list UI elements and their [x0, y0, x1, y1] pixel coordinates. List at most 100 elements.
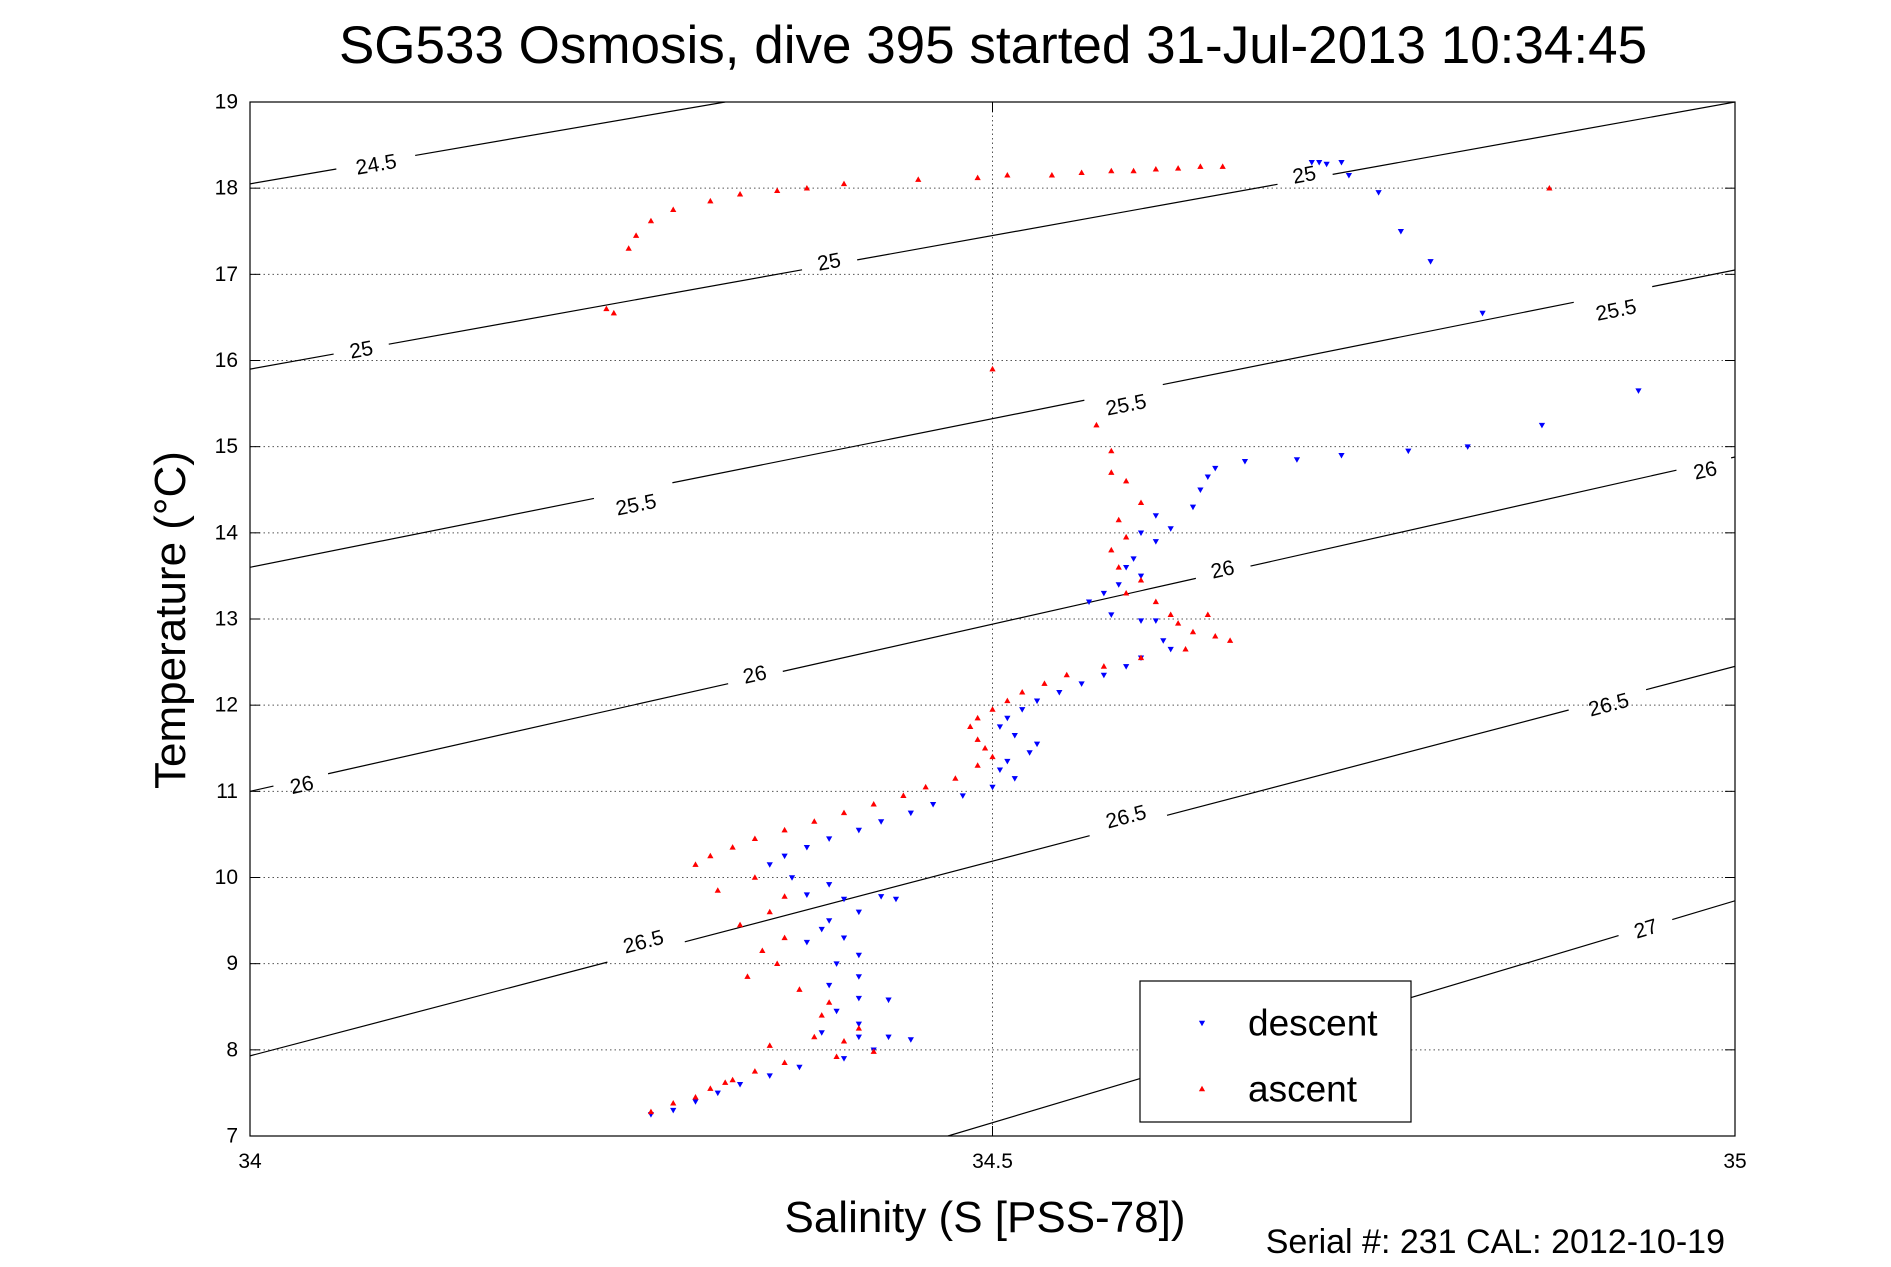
descent-point [1427, 259, 1434, 265]
descent-point [1160, 638, 1167, 644]
descent-point [826, 982, 833, 989]
ascent-point [610, 309, 617, 316]
descent-point [803, 939, 810, 946]
ascent-point [1152, 598, 1159, 605]
descent-point [855, 1021, 862, 1028]
descent-point [1123, 565, 1130, 571]
ascent-point [1063, 671, 1070, 678]
descent-point [855, 1034, 862, 1041]
density-contour-26.5 [1645, 665, 1735, 691]
ascent-point [915, 176, 922, 182]
descent-point [892, 896, 900, 903]
descent-point [826, 918, 833, 924]
descent-point [1204, 474, 1211, 481]
descent-point [855, 909, 862, 916]
ascent-point [781, 893, 788, 899]
descent-point [929, 801, 937, 808]
density-contour-25.5 [1652, 269, 1735, 288]
density-contour-25 [388, 269, 803, 345]
descent-point [1212, 465, 1219, 472]
ascent-point [707, 1085, 714, 1091]
descent-point [781, 853, 788, 860]
ascent-point [967, 723, 974, 730]
descent-point [1338, 452, 1345, 459]
descent-point [855, 827, 862, 834]
ascent-point [989, 706, 996, 712]
ascent-point [729, 1076, 736, 1083]
descent-point [907, 810, 914, 817]
descent-point [1004, 758, 1011, 765]
descent-point [803, 892, 810, 898]
ascent-point [1130, 167, 1137, 174]
contour-label-25: 25 [348, 337, 375, 364]
ascent-point [1108, 167, 1115, 174]
ascent-point [781, 826, 788, 833]
ascent-point [1078, 169, 1085, 175]
descent-point [907, 1037, 914, 1043]
descent-point [1241, 459, 1249, 465]
descent-point [1405, 448, 1412, 455]
descent-point [1078, 681, 1085, 687]
ascent-point [1204, 611, 1211, 617]
density-contour-25 [857, 183, 1278, 261]
x-tick-label: 35 [1723, 1150, 1746, 1173]
ascent-point [840, 1038, 848, 1044]
descent-point [826, 836, 833, 842]
x-axis-label: Salinity (S [PSS-78]) [784, 1193, 1185, 1242]
descent-point [1130, 556, 1137, 562]
ascent-point [1189, 628, 1197, 635]
ascent-point [974, 174, 981, 181]
ascent-point [840, 809, 848, 816]
descent-point [855, 995, 862, 1002]
y-tick-label: 11 [216, 780, 238, 803]
ascent-point [1175, 620, 1182, 626]
ascent-point [974, 736, 981, 742]
ascent-point [989, 365, 996, 372]
descent-point [1019, 707, 1026, 713]
ascent-point [1197, 163, 1204, 169]
legend-box [1139, 980, 1412, 1123]
ascent-point [736, 190, 744, 197]
legend-marker-ascent [1198, 1085, 1206, 1092]
descent-point [1464, 444, 1471, 450]
y-tick-label: 10 [215, 866, 238, 889]
ascent-point [1108, 447, 1115, 454]
descent-point [1189, 504, 1197, 511]
descent-point [803, 845, 810, 851]
ascent-point [1175, 165, 1182, 171]
y-tick-label: 7 [226, 1125, 238, 1148]
descent-point [1100, 672, 1107, 679]
ascent-point [774, 960, 781, 966]
ascent-point [1004, 172, 1011, 178]
descent-point [1345, 172, 1353, 179]
ascent-point [781, 1059, 788, 1066]
density-contour-25.5 [672, 399, 1085, 484]
descent-point [833, 961, 840, 967]
ascent-point [952, 775, 959, 781]
descent-point [818, 926, 825, 933]
descent-point [885, 997, 892, 1004]
descent-point [855, 952, 862, 959]
legend-marker-descent [1198, 1020, 1206, 1027]
density-contour-24.5 [415, 102, 726, 156]
ascent-point [811, 1033, 818, 1040]
descent-point [1011, 776, 1018, 782]
y-tick-label: 14 [215, 521, 239, 544]
ascent-point [870, 801, 877, 807]
ascent-point [1041, 680, 1048, 686]
ascent-point [670, 1100, 677, 1106]
ascent-point [1137, 577, 1145, 583]
ascent-point [751, 835, 759, 842]
ascent-point [1093, 421, 1100, 428]
y-tick-label: 16 [215, 349, 238, 372]
descent-point [1011, 733, 1018, 739]
ascent-point [751, 1068, 759, 1074]
density-contour-26 [1730, 456, 1735, 459]
descent-point [796, 1064, 803, 1071]
y-tick-label: 12 [215, 694, 238, 717]
descent-point [840, 1056, 848, 1062]
descent-point [989, 784, 996, 791]
contour-label-26: 26 [1209, 556, 1237, 584]
ascent-point [707, 197, 714, 204]
